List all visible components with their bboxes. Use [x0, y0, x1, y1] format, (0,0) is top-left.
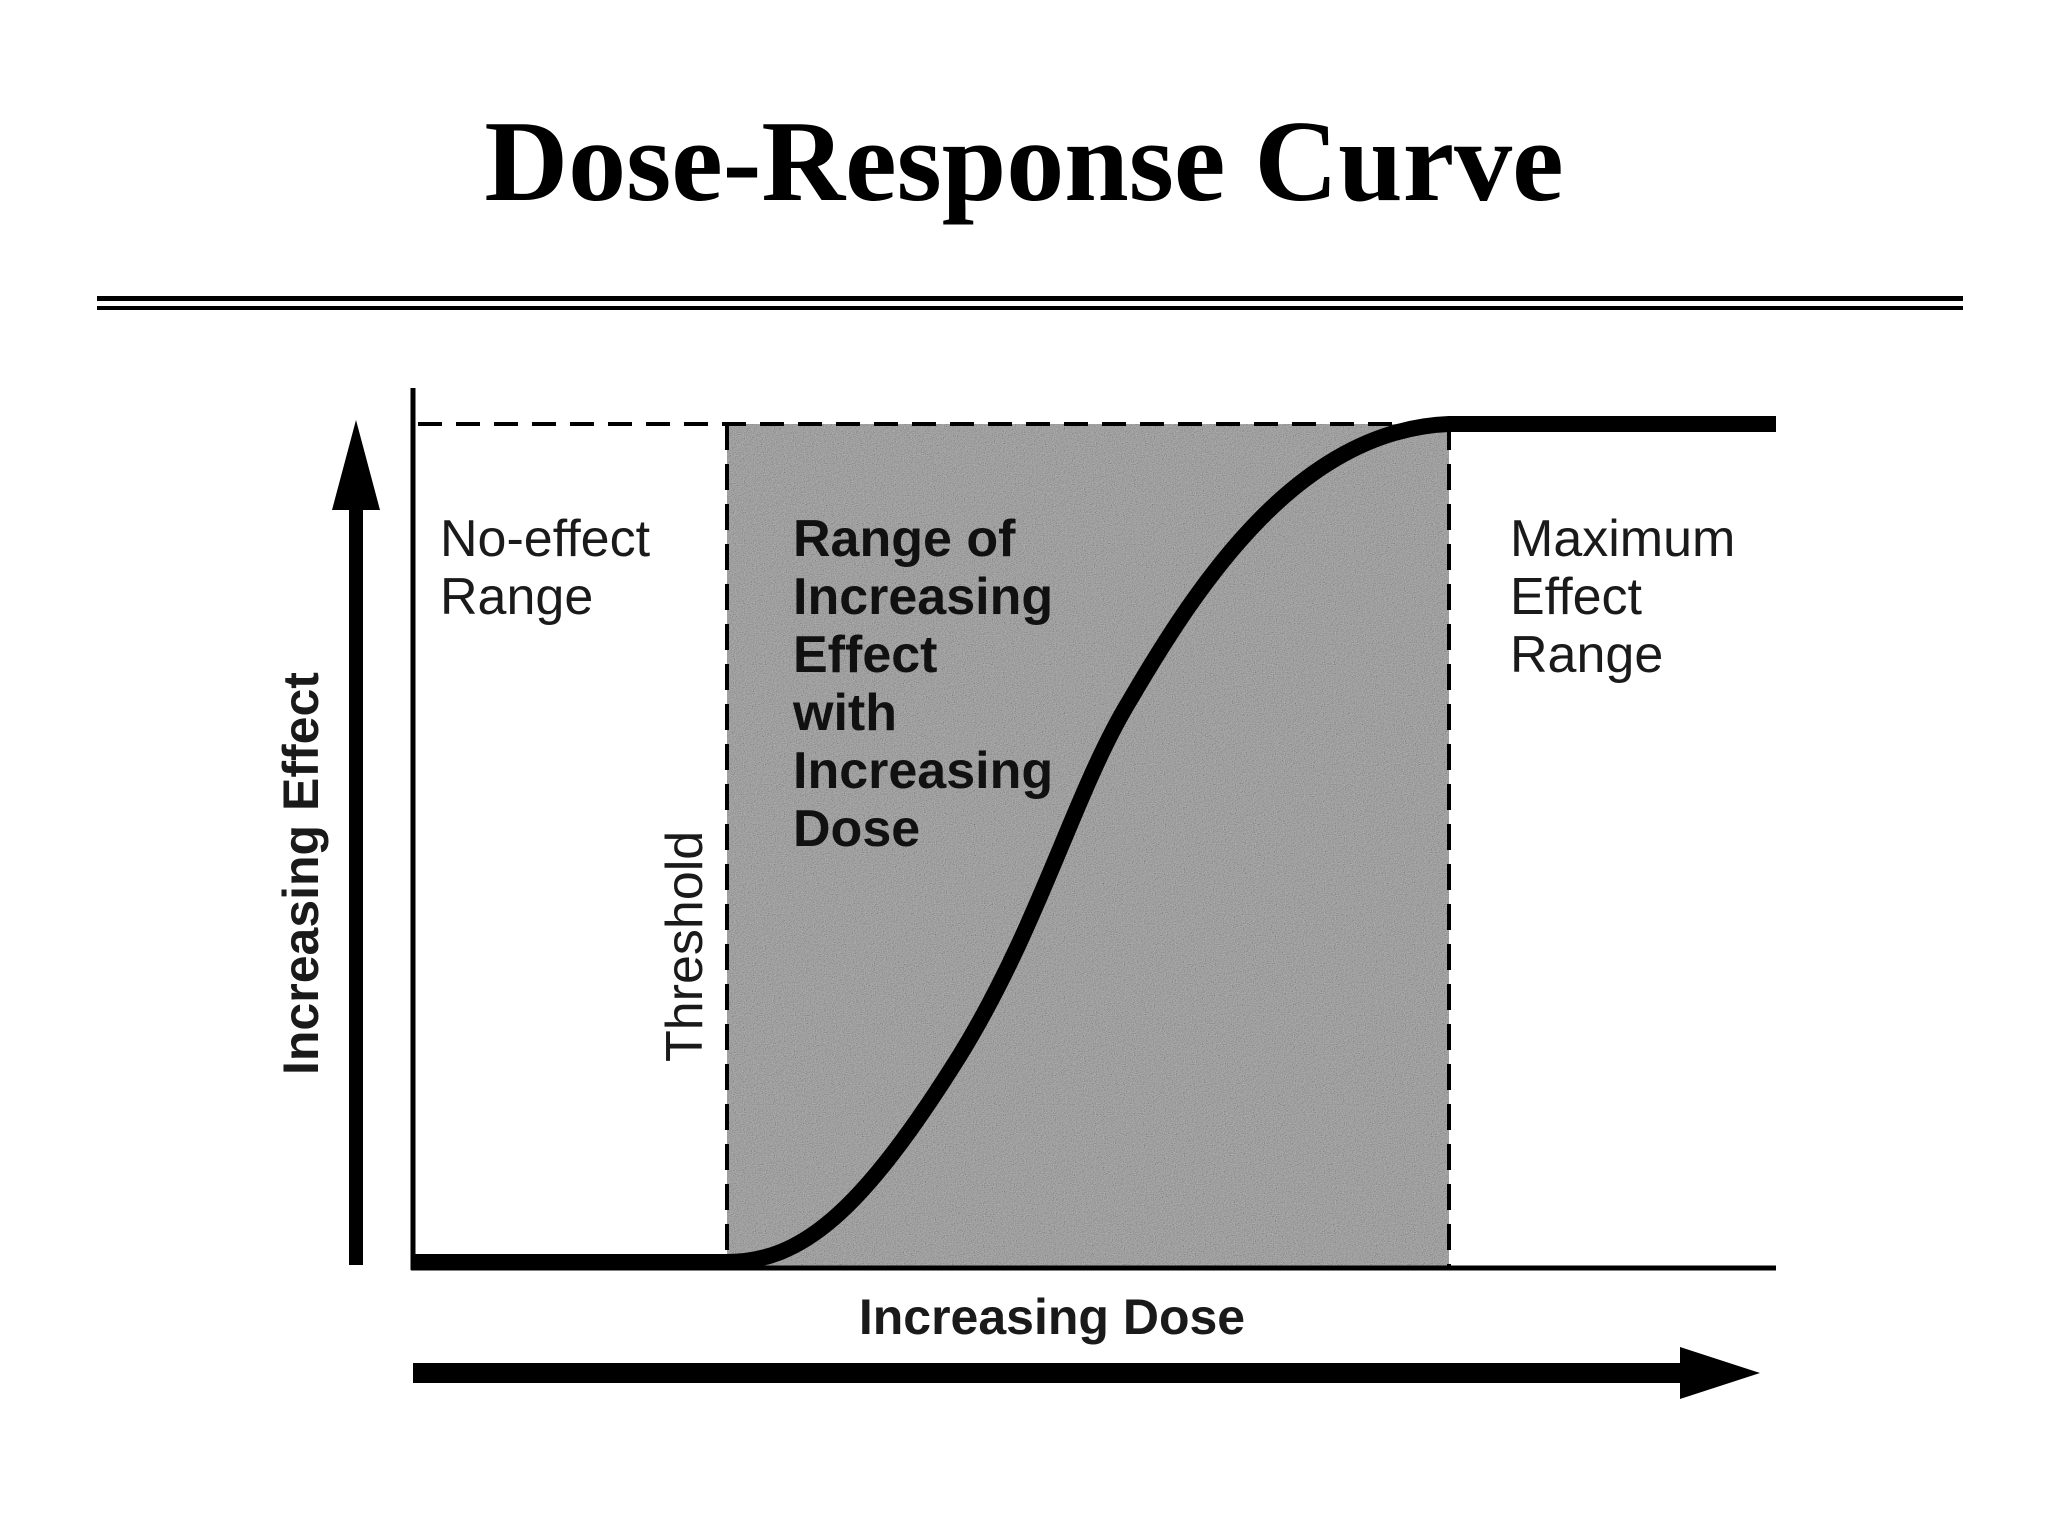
y-axis-arrow-shaft — [349, 495, 363, 1265]
x-axis-arrow-head — [1680, 1347, 1760, 1399]
title-divider-bottom — [97, 306, 1963, 310]
dose-response-curve — [413, 416, 1776, 1270]
x-axis-arrow-shaft — [413, 1363, 1713, 1383]
increasing-effect-region — [727, 424, 1449, 1267]
x-axis-label: Increasing Dose — [859, 1289, 1245, 1345]
maximum-effect-range-label: Maximum Effect Range — [1510, 510, 1750, 684]
no-effect-range-label: No-effect Range — [440, 510, 664, 626]
y-axis-arrow-head — [332, 420, 380, 510]
increasing-effect-range-label: Range of Increasing Effect with Increasi… — [792, 510, 1068, 858]
y-axis-label: Increasing Effect — [273, 672, 329, 1075]
threshold-label: Threshold — [656, 831, 714, 1062]
page-title: Dose-Response Curve — [484, 98, 1564, 226]
title-divider-top — [97, 296, 1963, 301]
